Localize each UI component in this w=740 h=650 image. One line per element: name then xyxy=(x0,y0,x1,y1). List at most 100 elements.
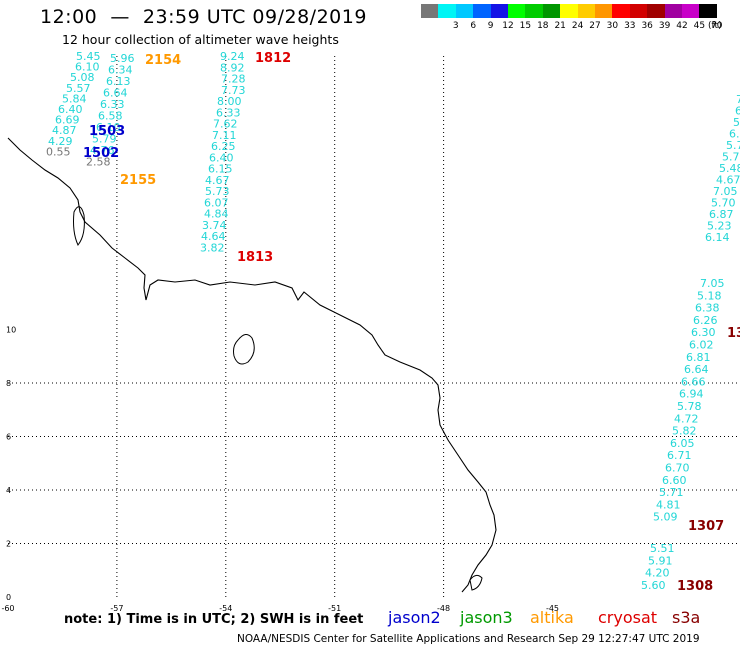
wave-height-reading: 4.64 xyxy=(201,230,226,243)
wave-height-reading: 6.33 xyxy=(216,106,241,119)
legend-label: 15 xyxy=(519,21,532,31)
map-title: 12:00 — 23:59 UTC 09/28/2019 xyxy=(40,6,367,28)
satellite-key-jason2: jason2 xyxy=(388,608,441,627)
wave-height-reading: 6.0 xyxy=(729,128,740,141)
wave-height-reading: 6.07 xyxy=(204,196,229,209)
wave-height-reading: 6.40 xyxy=(209,151,234,164)
legend-label: 18 xyxy=(537,21,549,31)
pass-label: 2155 xyxy=(120,173,156,188)
x-tick-label: -60 xyxy=(1,604,14,613)
legend-swatch xyxy=(525,4,543,18)
y-tick-label: 4 xyxy=(6,486,11,495)
x-tick-label: -54 xyxy=(219,604,232,613)
wave-height-reading: 5.71 xyxy=(659,486,684,499)
legend-label: 9 xyxy=(487,21,494,31)
legend-swatch xyxy=(542,4,561,18)
wave-height-reading: 5.84 xyxy=(62,92,87,105)
wave-height-reading: 5.60 xyxy=(641,579,666,592)
legend-label: 30 xyxy=(606,21,619,31)
legend-swatch xyxy=(473,4,491,18)
wave-height-reading: 4.67 xyxy=(205,174,230,187)
wave-height-reading: 7.05 xyxy=(700,277,725,290)
wave-height-reading: 5.7 xyxy=(726,139,740,152)
coastline xyxy=(7,137,497,593)
pass-label: 1307 xyxy=(688,519,724,534)
y-tick-label: 0 xyxy=(6,593,11,602)
x-tick-label: -48 xyxy=(437,604,450,613)
legend-swatch xyxy=(664,4,682,18)
wave-height-reading: 0.55 xyxy=(46,145,71,158)
wave-height-reading: 6.13 xyxy=(106,75,131,88)
wave-height-reading: 6.10 xyxy=(96,121,121,134)
wave-height-reading: 5.09 xyxy=(653,511,678,524)
pass-label: 1502 xyxy=(83,146,119,161)
wave-height-reading: 5.73 xyxy=(205,185,230,198)
credit-line: NOAA/NESDIS Center for Satellite Applica… xyxy=(237,633,700,645)
coastline-mainland xyxy=(7,137,497,593)
wave-height-reading: 7.73 xyxy=(221,84,246,97)
legend-swatch xyxy=(647,4,665,18)
legend-label: 27 xyxy=(589,21,601,31)
legend-label: 21 xyxy=(554,21,566,31)
wave-height-reading: 5.7 xyxy=(722,151,740,164)
legend-label: 12 xyxy=(502,21,514,31)
satellite-key-s3a: s3a xyxy=(672,608,701,627)
legend-swatch xyxy=(682,4,700,18)
wave-height-reading: 5.23 xyxy=(707,220,732,233)
wave-height-reading: 6.14 xyxy=(705,231,730,244)
wave-height-reading: 6.38 xyxy=(695,302,720,315)
legend-swatch xyxy=(421,4,439,18)
pass-label: 1813 xyxy=(237,250,273,265)
legend-label: 6 xyxy=(470,21,477,31)
wave-height-reading: 4.81 xyxy=(656,498,681,511)
wave-height-reading: 7.11 xyxy=(212,129,237,142)
wave-height-reading: 7.28 xyxy=(221,73,246,86)
satellite-key-altika: altika xyxy=(530,608,574,627)
wave-height-reading: 7.05 xyxy=(713,185,738,198)
wave-height-reading: 5.51 xyxy=(650,542,675,555)
wave-height-reading: 9.24 xyxy=(220,50,245,63)
legend-swatch xyxy=(699,4,717,18)
legend-swatch xyxy=(612,4,630,18)
x-tick-label: -51 xyxy=(328,604,341,613)
wave-height-reading: 6.64 xyxy=(684,363,709,376)
wave-height-reading: 4.20 xyxy=(645,567,670,580)
pass-label: 1308 xyxy=(677,579,713,594)
pass-label: 2154 xyxy=(145,53,181,68)
satellite-key-jason3: jason3 xyxy=(460,608,513,627)
wave-height-reading: 6.26 xyxy=(693,314,718,327)
legend-swatch xyxy=(438,4,456,18)
legend-label: 33 xyxy=(624,21,636,31)
legend-swatch xyxy=(629,4,648,18)
wave-height-reading: 4.72 xyxy=(674,412,699,425)
wave-height-reading: 5.79 xyxy=(92,133,117,146)
wave-height-reading: 4.87 xyxy=(52,124,77,137)
map-subtitle: 12 hour collection of altimeter wave hei… xyxy=(62,32,339,47)
wave-height-reading: 4.67 xyxy=(716,174,740,187)
wave-height-reading: 5 xyxy=(733,116,740,129)
y-tick-label: 6 xyxy=(6,433,11,442)
wave-height-reading: 5.08 xyxy=(70,71,95,84)
legend-swatch xyxy=(490,4,508,18)
pass-label: 1812 xyxy=(255,51,291,66)
legend-unit: (ft) xyxy=(708,21,722,31)
coastline-lagoon xyxy=(73,206,85,246)
wave-height-reading: 6.34 xyxy=(108,64,133,77)
wave-height-reading: 5.78 xyxy=(677,400,702,413)
wave-height-reading: 6.70 xyxy=(665,462,690,475)
wave-height-reading: 6.66 xyxy=(681,375,706,388)
wave-height-reading: 3.82 xyxy=(200,241,225,254)
wave-height-reading: 5.91 xyxy=(648,554,673,567)
wave-height-reading: 5.45 xyxy=(76,50,101,63)
wave-height-reading: 6.64 xyxy=(103,87,128,100)
legend-swatch xyxy=(508,4,526,18)
wave-height-reading: 6.15 xyxy=(208,163,233,176)
wave-height-reading: 6 xyxy=(735,105,740,118)
y-tick-label: 10 xyxy=(6,326,16,335)
x-tick-label: -57 xyxy=(110,604,123,613)
wave-height-reading: 6.71 xyxy=(667,449,692,462)
legend-label: 3 xyxy=(452,21,459,31)
y-tick-label: 2 xyxy=(6,540,11,549)
